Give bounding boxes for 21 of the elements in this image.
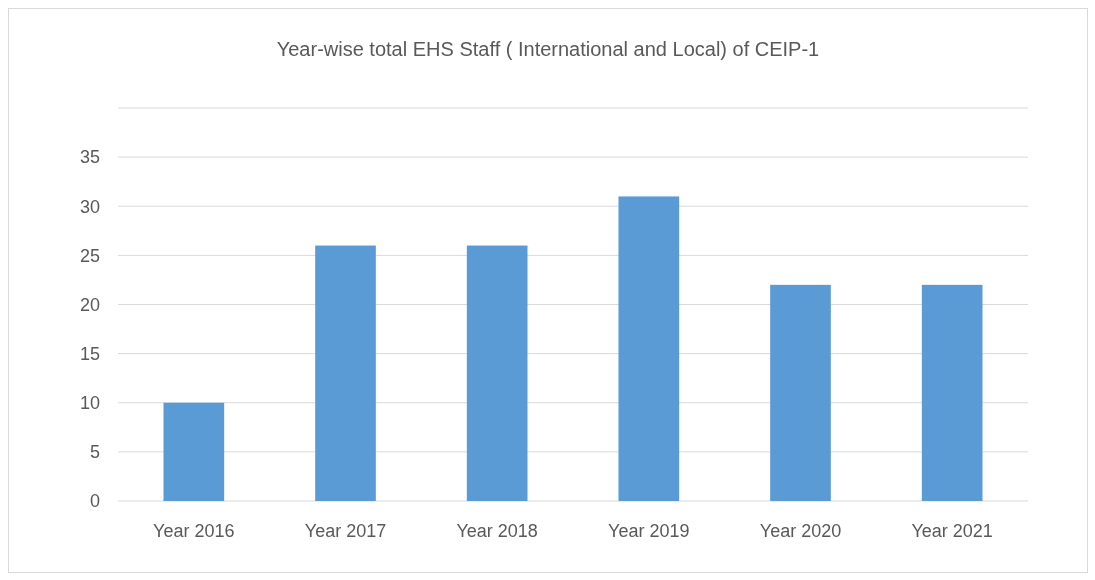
y-tick-label: 30 [79, 196, 100, 217]
bar [466, 245, 528, 501]
x-tick-label: Year 2019 [608, 521, 690, 541]
x-tick-label: Year 2020 [759, 521, 842, 541]
y-tick-label: 10 [79, 393, 100, 414]
x-tick-label: Year 2016 [153, 521, 235, 541]
y-tick-label: 5 [89, 442, 100, 463]
y-tick-label: 20 [79, 294, 100, 315]
chart-title: Year-wise total EHS Staff ( International and Local) of CEIP-1 [276, 38, 820, 60]
x-tick-label: Year 2018 [456, 521, 538, 541]
y-tick-label: 0 [89, 491, 100, 512]
y-tick-label: 25 [79, 245, 100, 266]
x-tick-label: Year 2017 [304, 521, 387, 541]
bar [770, 284, 831, 501]
x-tick-label: Year 2021 [911, 521, 993, 541]
y-tick-label: 15 [79, 343, 100, 364]
bar [315, 245, 376, 501]
bar [618, 196, 680, 501]
bar [163, 402, 225, 501]
bar [921, 284, 983, 501]
y-tick-label: 35 [79, 147, 100, 168]
